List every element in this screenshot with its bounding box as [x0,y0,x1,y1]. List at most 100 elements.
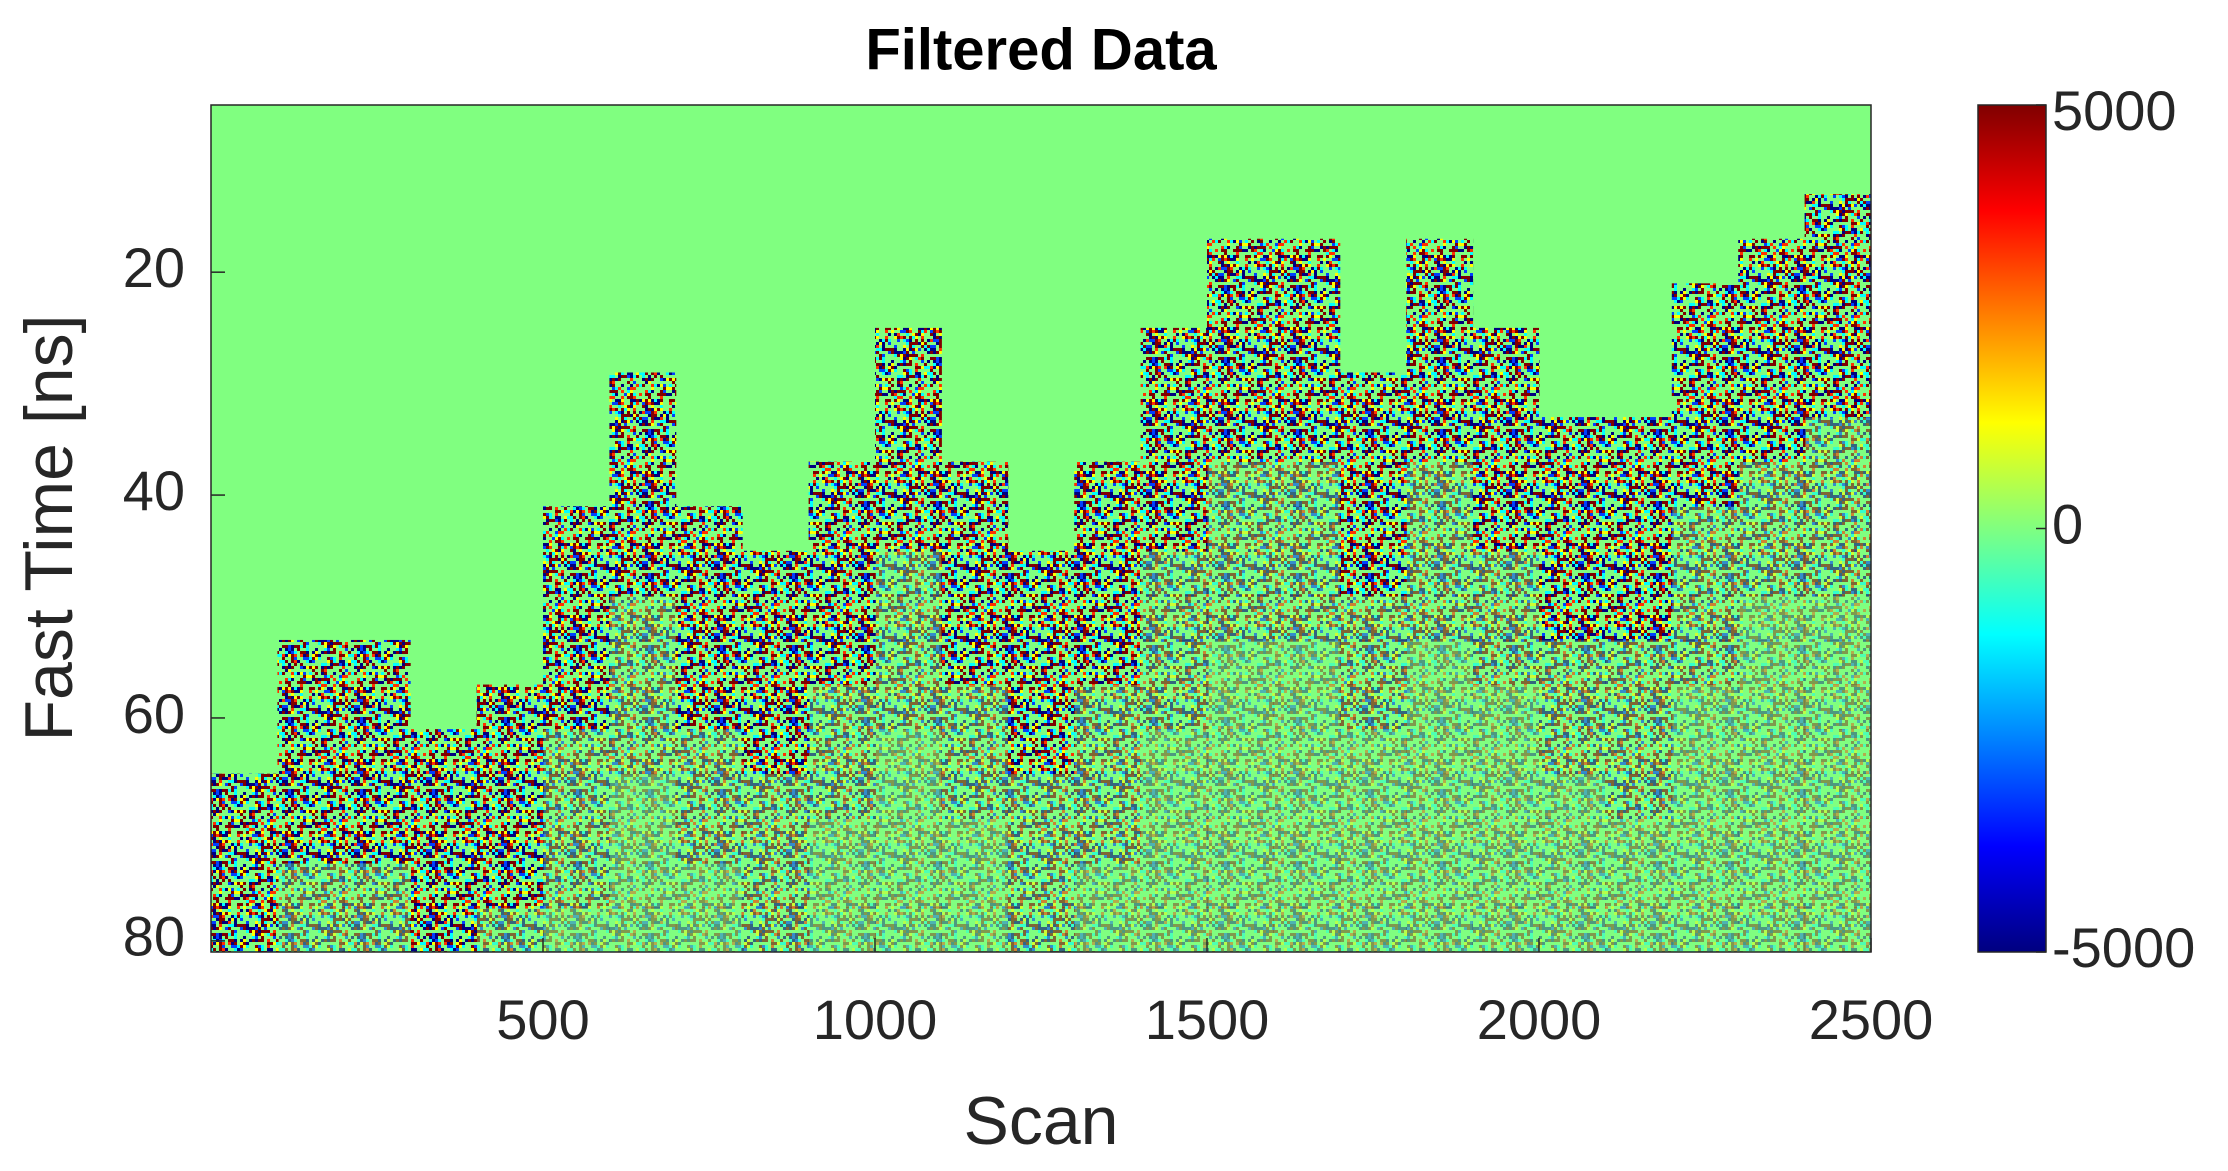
heatmap-cell [1671,729,1739,775]
heatmap-cell [1140,639,1208,686]
heatmap-cell [1738,417,1806,463]
heatmap-cell [344,239,411,284]
heatmap-cell [875,907,942,952]
heatmap-cell [808,729,876,775]
heatmap-cell [742,506,809,551]
heatmap-cell [1539,239,1606,284]
heatmap-cell [410,907,478,952]
heatmap-cell [410,462,477,507]
heatmap-cell [211,194,278,239]
heatmap-cell [1339,506,1407,552]
heatmap-cell [1738,238,1806,284]
heatmap-cell [1406,417,1474,463]
heatmap-cell [1273,194,1340,239]
heatmap-cell [1539,684,1606,730]
heatmap-cell [1141,105,1208,150]
y-tick-label: 80 [123,905,185,968]
heatmap-cell [1672,194,1739,239]
heatmap-cell [1007,639,1075,686]
heatmap-cell [1539,550,1606,596]
heatmap-cell [1472,907,1540,952]
heatmap-cell [1671,773,1739,819]
heatmap-cell [1273,150,1340,195]
heatmap-cell [543,773,610,819]
heatmap-cell [1339,773,1407,819]
heatmap-cell [1738,150,1805,195]
heatmap-cell [277,862,345,908]
heatmap-cell [1273,907,1341,952]
heatmap-cell [277,150,344,195]
heatmap-cell [277,239,344,284]
heatmap-cell [675,595,743,641]
heatmap-cell [875,239,942,284]
x-tick-label: 500 [496,988,589,1051]
heatmap-cell [609,907,677,952]
heatmap-cell [676,283,743,328]
heatmap-cell [808,773,876,819]
y-axis-label: Fast Time [ns] [11,315,87,742]
heatmap-cell [1273,283,1341,329]
heatmap-cell [1008,328,1075,373]
heatmap-cell [277,729,345,775]
heatmap-cell [1671,461,1739,507]
heatmap-cell [1539,729,1606,775]
heatmap-cell [1539,150,1606,195]
heatmap-cell [941,729,1009,775]
heatmap-cell [1605,862,1673,908]
heatmap-cell [808,818,876,864]
heatmap-cell [875,684,942,730]
heatmap-cell [1074,684,1142,730]
heatmap-cell [343,684,411,730]
heatmap-cell [1473,283,1540,328]
heatmap-cell [675,639,743,686]
heatmap-cell [1207,194,1274,239]
heatmap-cell [941,105,1008,150]
heatmap-cell [1007,862,1075,908]
heatmap-cell [676,328,743,373]
heatmap-cell [477,105,544,150]
heatmap-cell [1406,327,1474,373]
heatmap-cell [1472,461,1540,507]
heatmap-cell [609,417,677,463]
heatmap-cell [1539,105,1606,150]
heatmap-cell [344,506,411,551]
heatmap-cell [1672,150,1739,195]
heatmap-cell [277,506,344,551]
heatmap-cell [1473,239,1540,284]
heatmap-cell [1738,550,1806,596]
heatmap-cell [410,595,477,640]
heatmap-cell [1605,818,1673,864]
heatmap-cell [742,283,809,328]
heatmap-cell [1804,506,1871,552]
heatmap-cell [609,818,677,864]
heatmap-cell [875,327,942,373]
heatmap-cell [1671,862,1739,908]
heatmap-cell [343,773,411,819]
heatmap-cell [941,907,1009,952]
heatmap-cell [742,862,810,908]
heatmap-cell [1074,417,1141,462]
heatmap-cell [1007,729,1075,775]
heatmap-cell [1605,328,1672,373]
heatmap-cell [1074,328,1141,373]
heatmap-cell [675,773,743,819]
heatmap-cell [1340,105,1407,150]
heatmap-cell [477,640,544,685]
heatmap-cell [1738,818,1806,864]
heatmap-cell [1008,462,1075,507]
heatmap-cell [1406,238,1474,284]
heatmap-cell [875,818,942,864]
heatmap-cell [344,372,411,417]
colorbar-tick-label: 0 [2052,492,2083,555]
heatmap-cell [543,239,610,284]
heatmap-cell [875,862,942,908]
heatmap-cell [211,239,278,284]
heatmap-cell [1273,639,1341,686]
heatmap-cell [1539,907,1606,952]
heatmap-cell [941,239,1008,284]
heatmap-cell [211,551,278,596]
heatmap-cell [809,150,876,195]
heatmap-cell [1207,372,1274,418]
heatmap-cell [941,862,1009,908]
heatmap-cell [742,729,810,775]
